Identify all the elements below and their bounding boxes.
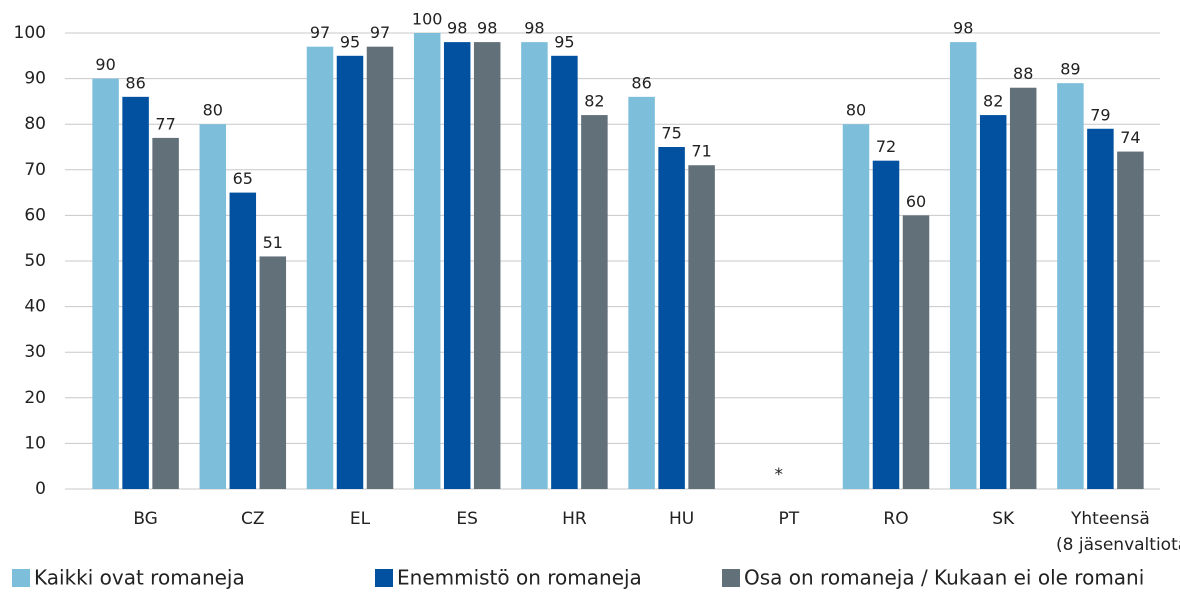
value-label: 75 xyxy=(661,124,681,143)
bar xyxy=(259,256,287,489)
legend-label: Kaikki ovat romaneja xyxy=(34,566,245,590)
bar xyxy=(152,137,179,489)
y-tick-label: 70 xyxy=(24,160,46,180)
y-tick-label: 100 xyxy=(14,23,46,43)
legend-label: Osa on romaneja / Kukaan ei ole romani xyxy=(744,566,1144,590)
bar xyxy=(1009,87,1037,489)
y-tick-label: 0 xyxy=(35,479,46,499)
value-label: 98 xyxy=(524,19,544,38)
value-label: 97 xyxy=(310,23,330,42)
bar xyxy=(581,115,608,489)
y-tick-label: 30 xyxy=(24,342,46,362)
bar xyxy=(366,46,394,490)
bar xyxy=(1117,151,1144,489)
bar xyxy=(688,165,715,490)
value-label: 88 xyxy=(1013,64,1033,83)
value-label: 71 xyxy=(691,142,711,161)
value-label: 51 xyxy=(263,233,283,252)
legend-swatch xyxy=(722,569,740,587)
bar xyxy=(92,78,119,489)
y-tick-label: 40 xyxy=(24,297,46,317)
x-tick-label: BG xyxy=(133,509,158,529)
legend-label: Enemmistö on romaneja xyxy=(397,566,642,590)
value-label: 90 xyxy=(95,55,115,74)
bar xyxy=(658,147,685,489)
bar xyxy=(413,33,441,489)
y-tick-label: 60 xyxy=(24,205,46,225)
value-label: 80 xyxy=(203,101,223,120)
value-label: 98 xyxy=(477,19,497,38)
y-tick-label: 80 xyxy=(24,114,46,134)
bar xyxy=(1087,128,1114,489)
bar xyxy=(842,124,870,489)
bar xyxy=(872,160,900,489)
bar xyxy=(949,42,977,490)
bar xyxy=(199,124,227,489)
value-label: 80 xyxy=(846,101,866,120)
value-label: 72 xyxy=(876,137,896,156)
value-label: 97 xyxy=(370,23,390,42)
value-label: 95 xyxy=(340,32,360,51)
value-label: 60 xyxy=(906,192,926,211)
legend-swatch xyxy=(375,569,393,587)
value-label: 77 xyxy=(155,114,175,133)
bar xyxy=(443,42,471,490)
x-tick-label: EL xyxy=(350,509,371,529)
bar xyxy=(306,46,334,490)
bar xyxy=(979,115,1007,489)
bar xyxy=(1057,83,1084,489)
x-tick-label: SK xyxy=(992,509,1015,529)
value-label: 82 xyxy=(983,92,1003,111)
x-tick-label: PT xyxy=(778,509,799,529)
bar xyxy=(336,55,364,490)
value-label: 65 xyxy=(233,169,253,188)
x-tick-label: HR xyxy=(562,509,587,529)
x-tick-label: HU xyxy=(669,509,694,529)
value-label: 98 xyxy=(953,19,973,38)
x-tick-label: CZ xyxy=(241,509,265,529)
x-tick-label: Yhteensä(8 jäsenvaltiota) xyxy=(1056,509,1180,555)
bar xyxy=(122,96,149,489)
y-tick-label: 10 xyxy=(24,433,46,453)
value-label: 74 xyxy=(1120,128,1140,147)
value-label: 98 xyxy=(447,19,467,38)
x-tick-label: RO xyxy=(883,509,908,529)
bar xyxy=(521,42,548,490)
y-tick-label: 50 xyxy=(24,251,46,271)
y-tick-label: 20 xyxy=(24,388,46,408)
bar xyxy=(229,192,257,489)
annotation: * xyxy=(775,465,784,485)
x-tick-label: ES xyxy=(456,509,478,529)
value-label: 86 xyxy=(631,73,651,92)
bar xyxy=(473,42,501,490)
bar xyxy=(551,55,578,490)
legend-swatch xyxy=(12,569,30,587)
y-tick-label: 90 xyxy=(24,69,46,89)
value-label: 89 xyxy=(1060,60,1080,79)
value-label: 82 xyxy=(584,92,604,111)
value-label: 79 xyxy=(1090,105,1110,124)
value-label: 100 xyxy=(412,10,443,29)
bar xyxy=(902,215,930,489)
value-label: 86 xyxy=(125,73,145,92)
value-label: 95 xyxy=(554,32,574,51)
bar xyxy=(628,96,655,489)
